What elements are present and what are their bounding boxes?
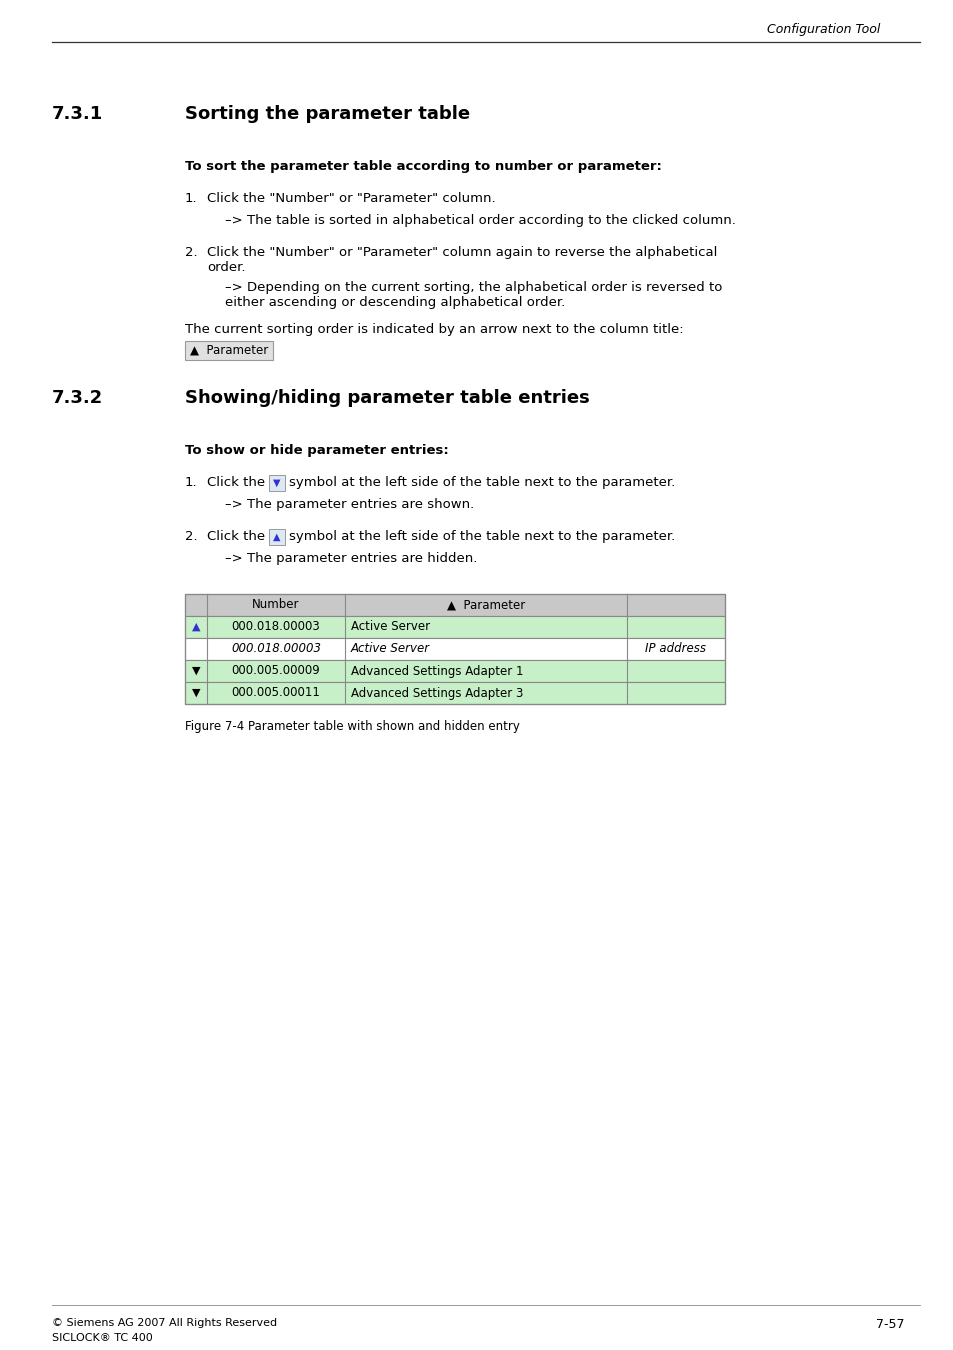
Text: 1.: 1. [185, 477, 197, 489]
Text: SICLOCK® TC 400: SICLOCK® TC 400 [52, 1332, 152, 1343]
Text: Configuration Tool: Configuration Tool [766, 23, 879, 36]
Bar [185, 639, 724, 660]
Text: To show or hide parameter entries:: To show or hide parameter entries: [185, 444, 448, 458]
Text: 2.: 2. [185, 246, 197, 259]
Bar [269, 475, 285, 491]
Text: either ascending or descending alphabetical order.: either ascending or descending alphabeti… [225, 296, 565, 309]
Text: Advanced Settings Adapter 3: Advanced Settings Adapter 3 [351, 687, 523, 699]
Text: –> The parameter entries are hidden.: –> The parameter entries are hidden. [225, 552, 476, 566]
Text: 7-57: 7-57 [876, 1318, 904, 1331]
Text: 000.005.00009: 000.005.00009 [232, 664, 320, 678]
Text: Active Server: Active Server [351, 621, 430, 633]
Text: Sorting the parameter table: Sorting the parameter table [185, 105, 470, 123]
Text: Click the "Number" or "Parameter" column.: Click the "Number" or "Parameter" column… [207, 192, 496, 205]
Text: To sort the parameter table according to number or parameter:: To sort the parameter table according to… [185, 161, 661, 173]
Text: Number: Number [252, 598, 299, 612]
Text: 000.018.00003: 000.018.00003 [231, 643, 320, 656]
Text: ▲  Parameter: ▲ Parameter [190, 344, 268, 356]
Text: symbol at the left side of the table next to the parameter.: symbol at the left side of the table nex… [289, 477, 675, 489]
Bar [269, 529, 285, 545]
Bar [185, 594, 724, 703]
Text: Figure 7-4 Parameter table with shown and hidden entry: Figure 7-4 Parameter table with shown an… [185, 720, 519, 733]
Text: order.: order. [207, 261, 245, 274]
Text: Click the: Click the [207, 531, 265, 543]
Text: –> Depending on the current sorting, the alphabetical order is reversed to: –> Depending on the current sorting, the… [225, 281, 721, 294]
Text: ▼: ▼ [192, 666, 200, 676]
Bar [185, 682, 724, 703]
Text: IP address: IP address [645, 643, 706, 656]
Text: ▲  Parameter: ▲ Parameter [446, 598, 524, 612]
Text: Active Server: Active Server [351, 643, 430, 656]
Text: 1.: 1. [185, 192, 197, 205]
Text: ▼: ▼ [273, 478, 280, 487]
Text: –> The parameter entries are shown.: –> The parameter entries are shown. [225, 498, 474, 512]
Text: –> The table is sorted in alphabetical order according to the clicked column.: –> The table is sorted in alphabetical o… [225, 215, 735, 227]
Text: Click the: Click the [207, 477, 265, 489]
Bar [185, 342, 273, 360]
Bar [185, 594, 724, 616]
Text: 000.018.00003: 000.018.00003 [232, 621, 320, 633]
Text: Advanced Settings Adapter 1: Advanced Settings Adapter 1 [351, 664, 523, 678]
Text: 2.: 2. [185, 531, 197, 543]
Text: The current sorting order is indicated by an arrow next to the column title:: The current sorting order is indicated b… [185, 323, 683, 336]
Text: ▲: ▲ [192, 622, 200, 632]
Text: © Siemens AG 2007 All Rights Reserved: © Siemens AG 2007 All Rights Reserved [52, 1318, 276, 1328]
Text: ▼: ▼ [192, 688, 200, 698]
Text: 000.005.00011: 000.005.00011 [232, 687, 320, 699]
Text: symbol at the left side of the table next to the parameter.: symbol at the left side of the table nex… [289, 531, 675, 543]
Text: Showing/hiding parameter table entries: Showing/hiding parameter table entries [185, 389, 589, 406]
Text: Click the "Number" or "Parameter" column again to reverse the alphabetical: Click the "Number" or "Parameter" column… [207, 246, 717, 259]
Bar [185, 660, 724, 682]
Text: 7.3.1: 7.3.1 [52, 105, 103, 123]
Bar [185, 616, 724, 639]
Text: ▲: ▲ [273, 532, 280, 541]
Text: 7.3.2: 7.3.2 [52, 389, 103, 406]
